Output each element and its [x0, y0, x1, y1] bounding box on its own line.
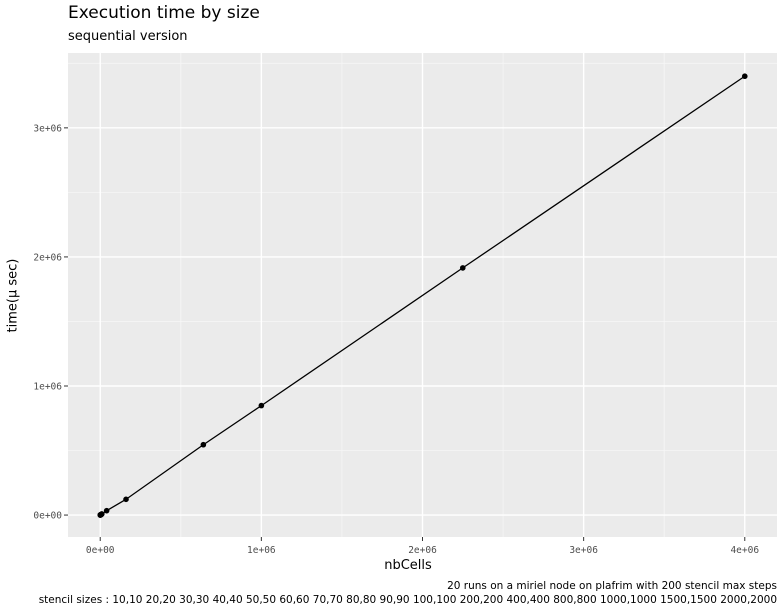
major-gridlines — [68, 53, 777, 537]
data-point — [103, 507, 110, 514]
data-point — [258, 402, 265, 409]
y-tick-label: 2e+06 — [33, 252, 62, 263]
x-tick-label: 1e+06 — [247, 545, 276, 556]
data-point — [741, 73, 748, 80]
y-axis-label: time(µ sec) — [5, 258, 21, 333]
y-tick-label: 1e+06 — [33, 381, 62, 392]
chart-title: Execution time by size — [68, 3, 260, 23]
caption-runs: 20 runs on a miriel node on plafrim with… — [447, 580, 777, 592]
chart-subtitle: sequential version — [68, 29, 188, 44]
y-tick-label: 3e+06 — [33, 123, 62, 134]
ticks-layer: 0e+00 1e+06 2e+06 3e+06 4e+06 0e+00 1e+06 2e+06… — [33, 123, 759, 556]
x-tick-label: 4e+06 — [730, 545, 759, 556]
y-tick-label: 0e+00 — [33, 511, 62, 522]
data-point — [459, 265, 466, 271]
series-layer — [97, 73, 748, 518]
x-tick-label: 2e+06 — [408, 545, 437, 556]
x-tick-label: 3e+06 — [569, 545, 598, 556]
caption-stencil-sizes: stencil sizes : 10,10 20,20 30,30 40,40 … — [38, 594, 777, 606]
x-axis-label: nbCells — [384, 558, 432, 573]
data-point — [123, 496, 129, 503]
data-point — [99, 511, 105, 517]
x-tick-label: 0e+00 — [86, 545, 115, 556]
data-point — [200, 441, 207, 448]
